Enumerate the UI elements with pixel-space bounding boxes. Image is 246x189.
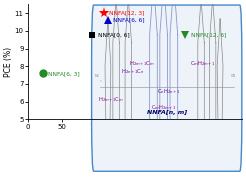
Text: NNFA[n, m]: NNFA[n, m] bbox=[147, 110, 187, 115]
Text: NC: NC bbox=[95, 74, 100, 78]
Text: C$_m$H$_{2m+1}$: C$_m$H$_{2m+1}$ bbox=[190, 59, 216, 68]
Y-axis label: PCE (%): PCE (%) bbox=[4, 47, 13, 77]
Text: H$_{2m+1}$C$_m$: H$_{2m+1}$C$_m$ bbox=[129, 59, 155, 68]
Text: H$_{2n+1}$C$_n$: H$_{2n+1}$C$_n$ bbox=[121, 67, 145, 76]
Text: NNFA[12, 6]: NNFA[12, 6] bbox=[191, 33, 226, 38]
Text: NNFA[0, 6]: NNFA[0, 6] bbox=[98, 33, 129, 38]
Text: H$_{2m+1}$C$_m$: H$_{2m+1}$C$_m$ bbox=[98, 95, 124, 104]
Text: C$_n$H$_{2n+1}$: C$_n$H$_{2n+1}$ bbox=[157, 87, 181, 96]
Text: CN: CN bbox=[230, 74, 235, 78]
Text: NNFA[6, 3]: NNFA[6, 3] bbox=[48, 71, 80, 76]
Text: C$_m$H$_{2m+1}$: C$_m$H$_{2m+1}$ bbox=[151, 103, 177, 112]
Text: NNFA[6, 6]: NNFA[6, 6] bbox=[113, 18, 145, 23]
FancyBboxPatch shape bbox=[92, 5, 242, 171]
Text: NNFA[12, 3]: NNFA[12, 3] bbox=[109, 11, 145, 15]
X-axis label: Solubility (mg/mL): Solubility (mg/mL) bbox=[99, 131, 170, 140]
